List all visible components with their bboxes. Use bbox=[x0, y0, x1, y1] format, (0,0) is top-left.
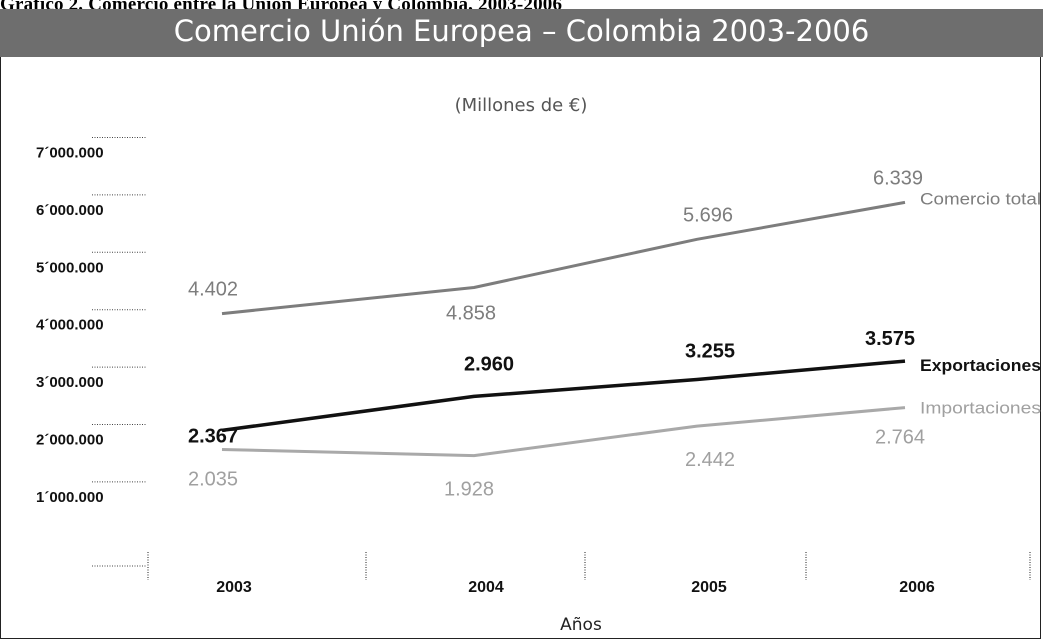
series-line-3 bbox=[221, 406, 906, 458]
data-label: 2.960 bbox=[464, 353, 514, 375]
data-label: 3.255 bbox=[685, 340, 735, 362]
data-label: 6.339 bbox=[873, 167, 923, 189]
series-name-label: Exportaciones bbox=[920, 356, 1041, 375]
x-tick-label: 2003 bbox=[216, 579, 252, 596]
chart-title-bar bbox=[0, 9, 1043, 57]
x-axis: 2003 2004 2005 2006 bbox=[147, 552, 1031, 596]
x-tick-label: 2006 bbox=[899, 579, 935, 596]
chart-title: Comercio Unión Europea – Colombia 2003-2… bbox=[173, 14, 870, 48]
series-name-label: Importaciones bbox=[920, 399, 1041, 418]
series-name-label: Comercio total bbox=[920, 189, 1041, 208]
data-label: 2.367 bbox=[188, 425, 238, 447]
series-line-2 bbox=[221, 359, 906, 433]
y-tick-label: 3´000.000 bbox=[36, 374, 104, 391]
data-label: 1.928 bbox=[444, 479, 494, 501]
data-label: 3.575 bbox=[865, 328, 915, 350]
x-tick-label: 2004 bbox=[468, 579, 504, 596]
y-tick-label: 5´000.000 bbox=[36, 259, 104, 276]
series-line-1 bbox=[221, 200, 906, 316]
data-label: 2.442 bbox=[685, 449, 735, 471]
data-label: 2.035 bbox=[188, 468, 238, 490]
y-tick-label: 4´000.000 bbox=[36, 317, 104, 334]
data-label: 4.402 bbox=[188, 279, 238, 301]
x-tick-label: 2005 bbox=[691, 579, 727, 596]
y-tick-label: 7´000.000 bbox=[36, 145, 104, 162]
y-tick-label: 1´000.000 bbox=[36, 489, 104, 506]
x-axis-label: Años bbox=[560, 615, 602, 635]
data-label: 4.858 bbox=[446, 302, 496, 324]
chart-subtitle: (Millones de €) bbox=[455, 95, 588, 116]
y-axis: 1´000.000 2´000.000 3´000.000 4´000.000 5´00… bbox=[36, 137, 146, 567]
data-label: 2.764 bbox=[875, 427, 925, 449]
y-tick-label: 6´000.000 bbox=[36, 202, 104, 219]
y-tick-label: 2´000.000 bbox=[36, 432, 104, 449]
data-label: 5.696 bbox=[683, 204, 733, 226]
